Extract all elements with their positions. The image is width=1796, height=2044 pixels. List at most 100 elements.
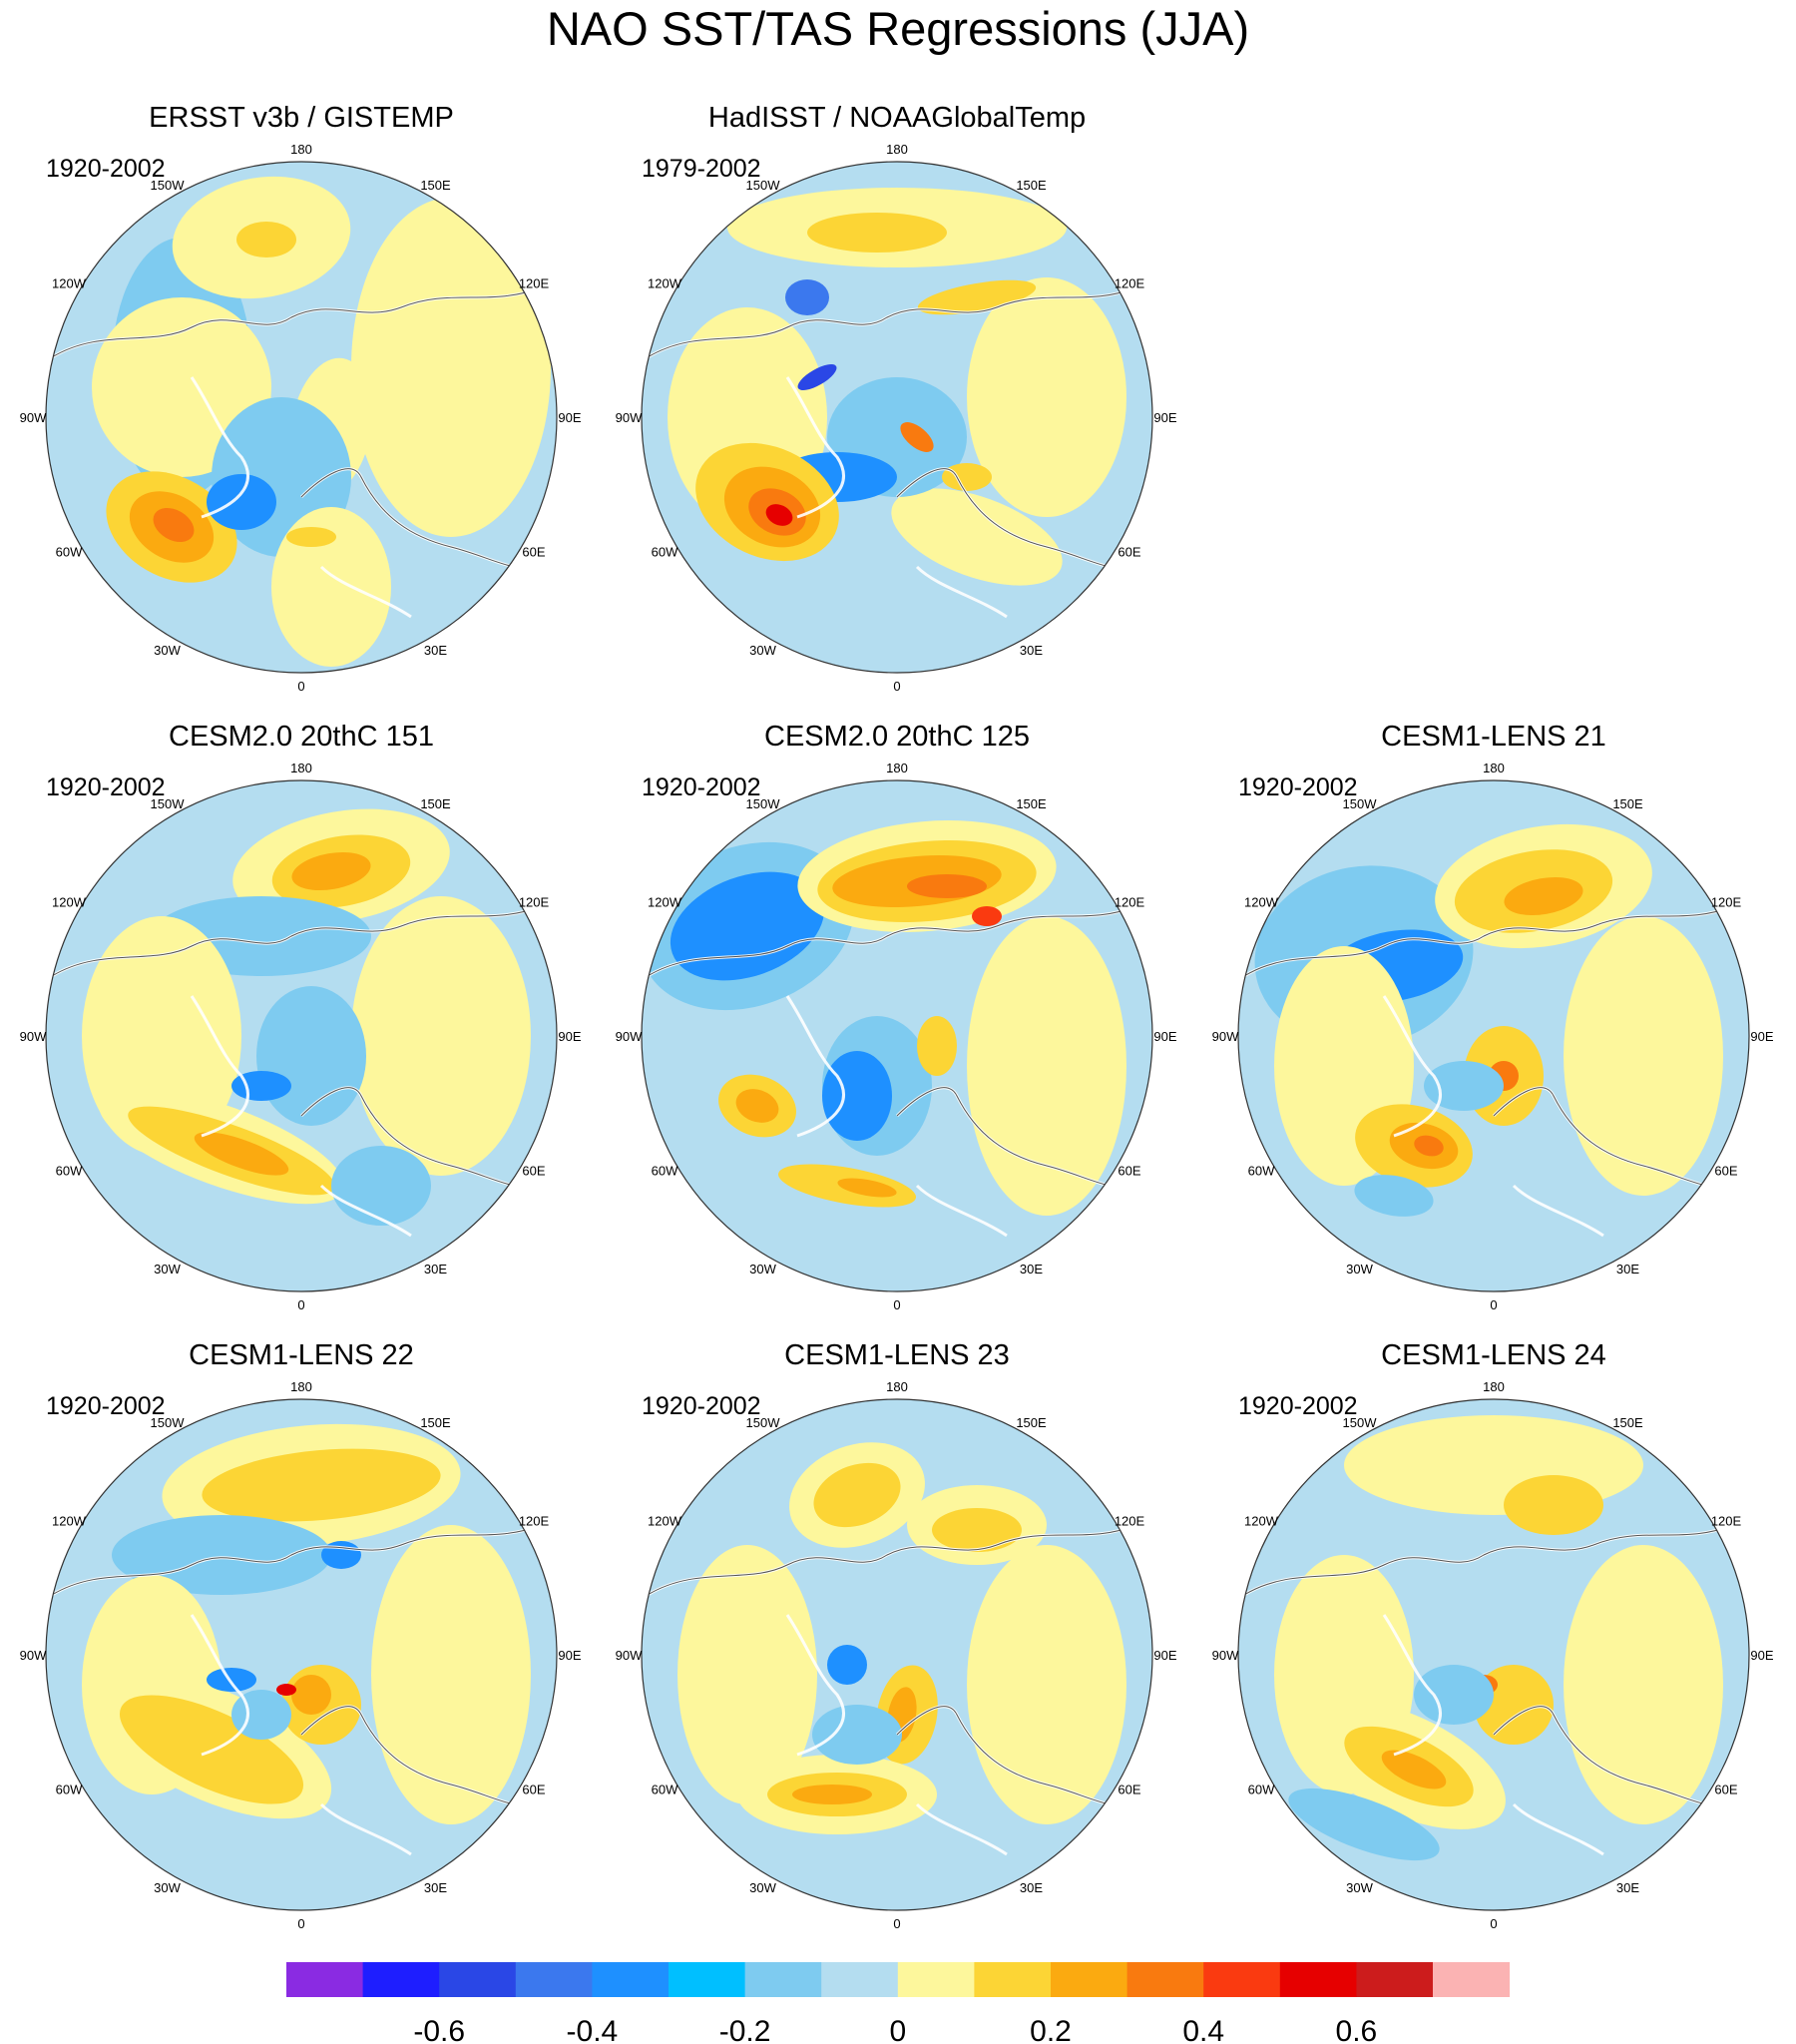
longitude-label: 120E <box>1711 895 1742 910</box>
anomaly-patch <box>967 916 1126 1216</box>
map-boundary <box>641 1398 1153 1911</box>
longitude-label: 120E <box>519 895 550 910</box>
longitude-label: 60W <box>652 545 678 560</box>
longitude-label: 30E <box>1616 1262 1639 1277</box>
anomaly-patch <box>351 896 531 1176</box>
longitude-label: 60W <box>652 1783 678 1797</box>
panel-period: 1920-2002 <box>642 773 761 801</box>
anomaly-patch <box>1504 1475 1603 1535</box>
colorbar-swatch <box>439 1962 517 1997</box>
anomaly-patch <box>967 1545 1126 1824</box>
longitude-label: 90W <box>20 410 47 425</box>
anomaly-patch <box>891 488 1063 586</box>
anomaly-patch <box>827 1645 867 1685</box>
longitude-label: 90E <box>558 1648 581 1663</box>
map-field <box>642 1399 1152 1910</box>
anomaly-patch <box>153 507 195 543</box>
longitude-label: 180 <box>886 142 908 157</box>
map-boundary <box>45 1398 558 1911</box>
longitude-label: 90W <box>20 1029 47 1044</box>
anomaly-patch <box>1564 1545 1723 1824</box>
map-boundary <box>641 161 1153 674</box>
longitude-label: 150E <box>1612 796 1643 811</box>
colorbar-swatch <box>1279 1962 1357 1997</box>
map-panel: CESM1-LENS 22 1920-2002 180 150E 120E 90E 60E 3… <box>20 1339 582 1931</box>
anomaly-patch <box>677 1545 817 1804</box>
anomaly-patch <box>194 1132 289 1176</box>
colorbar-swatch <box>669 1962 746 1997</box>
longitude-label: 0 <box>893 679 900 694</box>
anomaly-patch <box>785 279 829 315</box>
longitude-label: 150E <box>420 1415 451 1430</box>
map-boundary <box>1237 779 1750 1292</box>
longitude-label: 120W <box>648 895 682 910</box>
anomaly-patch <box>907 874 987 898</box>
longitude-label: 30E <box>424 643 447 658</box>
longitude-label: 120W <box>648 276 682 291</box>
longitude-label: 90W <box>616 1648 643 1663</box>
anomaly-patch <box>331 1146 431 1226</box>
anomaly-patch <box>1564 916 1723 1196</box>
colorbar-tick-label: 0.2 <box>1030 2015 1072 2044</box>
colorbar-swatch <box>362 1962 440 1997</box>
anomaly-patch <box>207 1668 256 1692</box>
longitude-label: 30W <box>1346 1262 1373 1277</box>
longitude-label: 60E <box>1118 1783 1140 1797</box>
map-field <box>46 780 557 1291</box>
map-panel: CESM1-LENS 21 1920-2002 180 150E 120E 90E 60E 3… <box>1212 721 1774 1312</box>
longitude-label: 30E <box>1020 1262 1043 1277</box>
longitude-label: 150E <box>1016 1415 1047 1430</box>
colorbar-swatch <box>592 1962 670 1997</box>
colorbar-swatch <box>974 1962 1052 1997</box>
longitude-label: 0 <box>297 679 304 694</box>
longitude-label: 60W <box>56 545 83 560</box>
longitude-label: 60W <box>56 1783 83 1797</box>
coastline-outline <box>647 1524 1147 1808</box>
longitude-label: 60E <box>1118 545 1140 560</box>
longitude-label: 90E <box>1153 410 1176 425</box>
anomaly-patch <box>812 1705 902 1765</box>
longitude-label: 30W <box>154 1880 181 1895</box>
anomaly-patch <box>807 213 947 253</box>
colorbar-swatch <box>897 1962 975 1997</box>
longitude-label: 30W <box>154 643 181 658</box>
longitude-label: 60E <box>522 1783 545 1797</box>
panel-title: CESM1-LENS 24 <box>1381 1339 1606 1371</box>
map-field <box>642 162 1152 673</box>
anomaly-patch <box>917 1016 957 1076</box>
longitude-label: 30W <box>749 1262 776 1277</box>
map-panel: CESM1-LENS 23 1920-2002 180 150E 120E 90E 60E 3… <box>616 1339 1177 1931</box>
coastline-outline <box>1243 905 1744 1190</box>
longitude-label: 90W <box>616 410 643 425</box>
longitude-label: 180 <box>886 761 908 775</box>
colorbar-swatch <box>515 1962 593 1997</box>
longitude-label: 120W <box>1244 1514 1279 1529</box>
colorbar-tick-label: 0.4 <box>1182 2015 1224 2044</box>
longitude-label: 60W <box>1248 1164 1275 1179</box>
longitude-label: 30E <box>1020 1880 1043 1895</box>
map-panel: HadISST / NOAAGlobalTemp 1979-2002 180 150E… <box>616 102 1177 694</box>
anomaly-patch <box>942 463 992 491</box>
panel-title: HadISST / NOAAGlobalTemp <box>708 102 1086 134</box>
map-field <box>46 162 557 673</box>
longitude-label: 180 <box>290 142 312 157</box>
longitude-label: 150W <box>1343 796 1378 811</box>
longitude-label: 150W <box>151 178 186 193</box>
longitude-label: 30E <box>1616 1880 1639 1895</box>
longitude-label: 60E <box>522 1164 545 1179</box>
longitude-label: 150E <box>1612 1415 1643 1430</box>
colorbar: -0.6 -0.4 -0.2 0 0.2 0.4 0.6 <box>286 1962 1511 2044</box>
longitude-label: 30E <box>424 1880 447 1895</box>
longitude-label: 30E <box>1020 643 1043 658</box>
colorbar-swatch <box>1051 1962 1128 1997</box>
longitude-label: 120E <box>1711 1514 1742 1529</box>
anomaly-patch <box>1381 1750 1447 1789</box>
longitude-label: 180 <box>1483 761 1505 775</box>
map-panel: ERSST v3b / GISTEMP 1920-2002 180 150E 120E 9… <box>20 102 582 694</box>
longitude-label: 120W <box>1244 895 1279 910</box>
anomaly-patch <box>813 1462 901 1528</box>
anomaly-patch <box>765 504 793 526</box>
colorbar-tick-label: 0 <box>889 2015 906 2044</box>
longitude-label: 120E <box>519 1514 550 1529</box>
